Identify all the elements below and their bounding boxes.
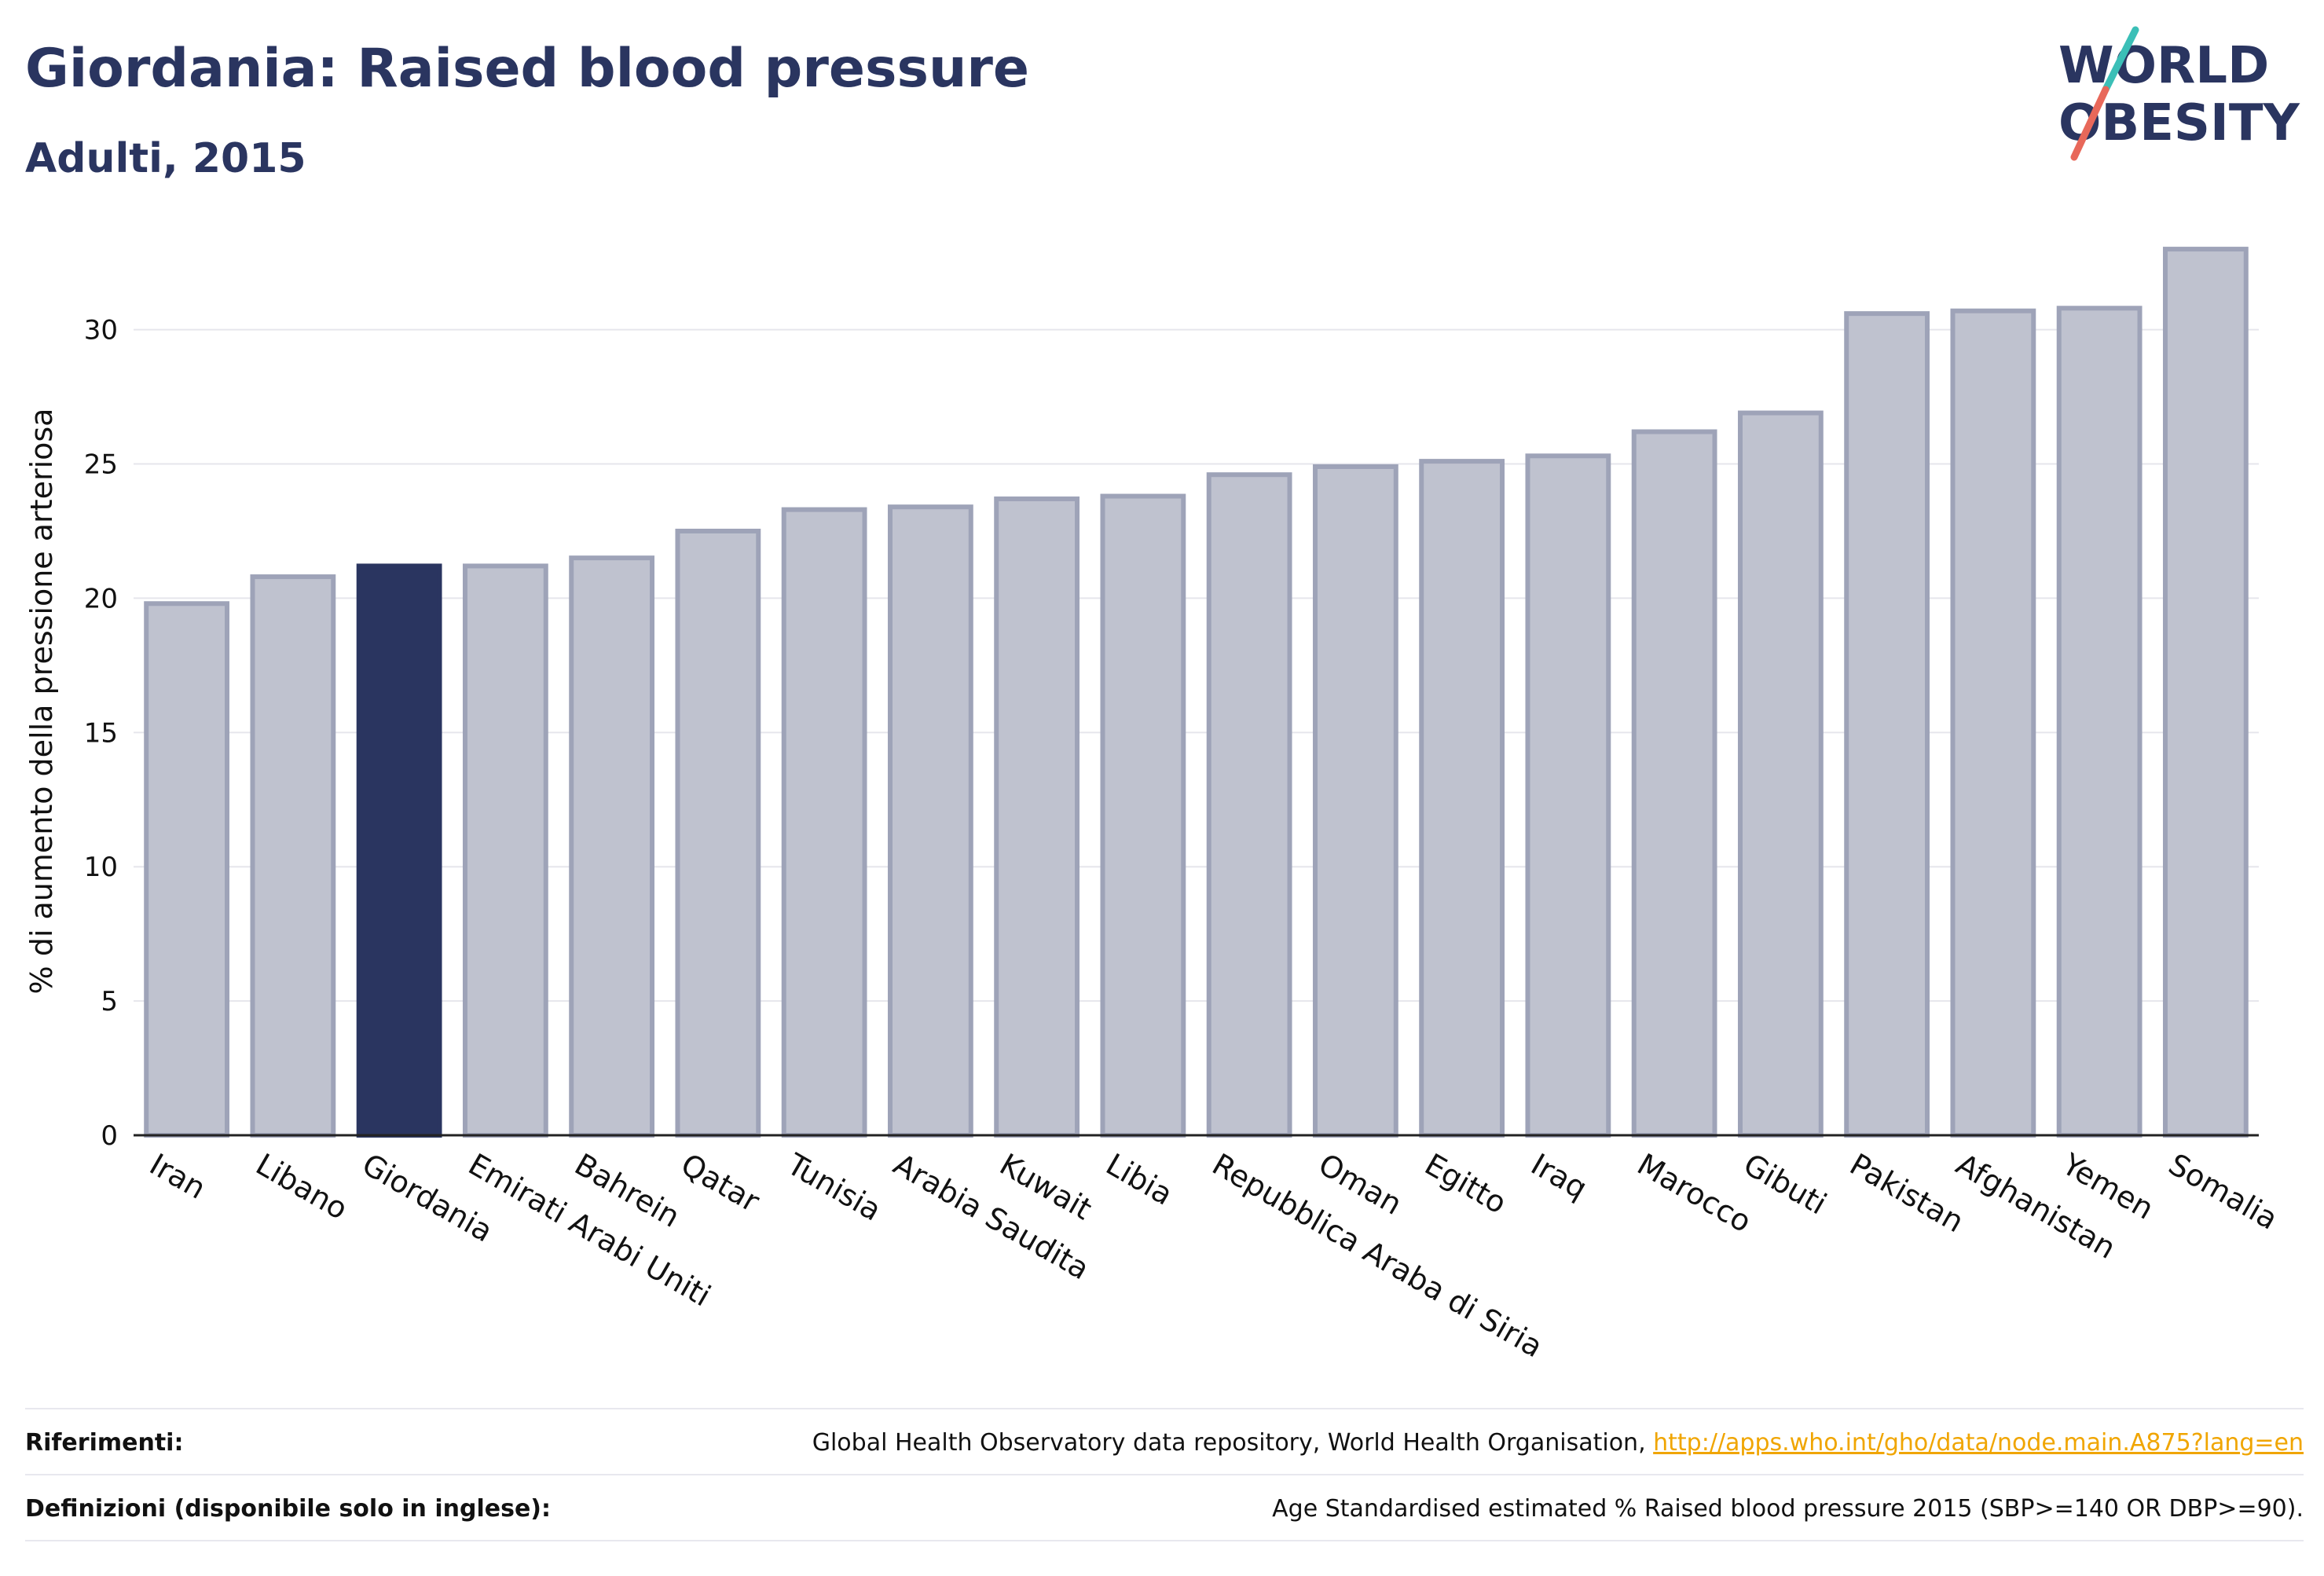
- chart-subtitle: Adulti, 2015: [25, 135, 306, 182]
- y-tick-label-3: 15: [84, 717, 118, 749]
- bar-somalia: [2162, 247, 2249, 1138]
- footer-definitions-row: Definizioni (disponibile solo in inglese…: [25, 1478, 2304, 1539]
- bar-gibuti: [1737, 410, 1824, 1138]
- x-tick-label-iran: Iran: [144, 1147, 211, 1206]
- chart-grid: [134, 328, 2259, 1136]
- logo-line1: WORLD: [2058, 37, 2269, 95]
- bar-giordania: [356, 563, 442, 1138]
- chart-title: Giordania: Raised blood pressure: [25, 38, 1030, 100]
- references-text: Global Health Observatory data repositor…: [812, 1428, 1654, 1457]
- definitions-value: Age Standardised estimated % Raised bloo…: [1272, 1494, 2304, 1523]
- footer-divider-mid: [25, 1474, 2304, 1475]
- bar-qatar: [675, 528, 761, 1138]
- x-tick-label-libano: Libano: [250, 1147, 354, 1226]
- y-tick-label-5: 25: [84, 449, 118, 481]
- bar-marocco: [1631, 429, 1717, 1138]
- footer-divider-top: [25, 1408, 2304, 1409]
- references-link[interactable]: http://apps.who.int/gho/data/node.main.A…: [1653, 1428, 2304, 1457]
- definitions-label: Definizioni (disponibile solo in inglese…: [25, 1494, 551, 1523]
- bar-emirati-arabi-uniti: [462, 563, 548, 1138]
- y-axis-label: % di aumento della pressione arteriosa: [24, 409, 59, 995]
- x-tick-label-pakistan: Pakistan: [1844, 1147, 1970, 1240]
- bar-iraq: [1525, 453, 1611, 1138]
- bar-yemen: [2056, 306, 2143, 1138]
- world-obesity-logo: WORLD OBESITY: [2058, 26, 2300, 161]
- bar-kuwait: [994, 496, 1080, 1138]
- x-tick-label-qatar: Qatar: [675, 1147, 765, 1219]
- y-tick-label-2: 10: [84, 852, 118, 883]
- x-tick-label-egitto: Egitto: [1419, 1147, 1512, 1221]
- x-tick-label-tunisia: Tunisia: [781, 1146, 887, 1228]
- bar-pakistan: [1844, 311, 1930, 1138]
- y-tick-label-1: 5: [101, 986, 118, 1017]
- y-axis-ticks: 0 5 10 15 20 25 30: [84, 315, 118, 1152]
- x-tick-label-somalia: Somalia: [2163, 1147, 2284, 1237]
- footer-divider-bottom: [25, 1540, 2304, 1541]
- x-tick-label-marocco: Marocco: [1632, 1147, 1758, 1240]
- bar-iran: [144, 601, 230, 1138]
- x-tick-label-libia: Libia: [1100, 1147, 1178, 1212]
- y-tick-label-4: 20: [84, 583, 118, 614]
- x-tick-label-iraq: Iraq: [1525, 1147, 1593, 1206]
- bar-oman: [1312, 464, 1398, 1138]
- bar-libano: [250, 574, 336, 1138]
- references-label: Riferimenti:: [25, 1428, 184, 1457]
- y-tick-label-6: 30: [84, 315, 118, 346]
- y-tick-label-0: 0: [101, 1120, 118, 1152]
- bar-libia: [1100, 493, 1186, 1138]
- chart-bars: [144, 247, 2249, 1138]
- bar-repubblica-araba-di-siria: [1206, 472, 1292, 1138]
- footer-references-row: Riferimenti: Global Health Observatory d…: [25, 1412, 2304, 1473]
- bar-bahrein: [569, 555, 655, 1138]
- bar-egitto: [1419, 459, 1505, 1138]
- bar-arabia-saudita: [887, 504, 973, 1138]
- bar-afghanistan: [1950, 308, 2036, 1138]
- references-value: Global Health Observatory data repositor…: [812, 1429, 2304, 1457]
- bar-tunisia: [781, 507, 867, 1138]
